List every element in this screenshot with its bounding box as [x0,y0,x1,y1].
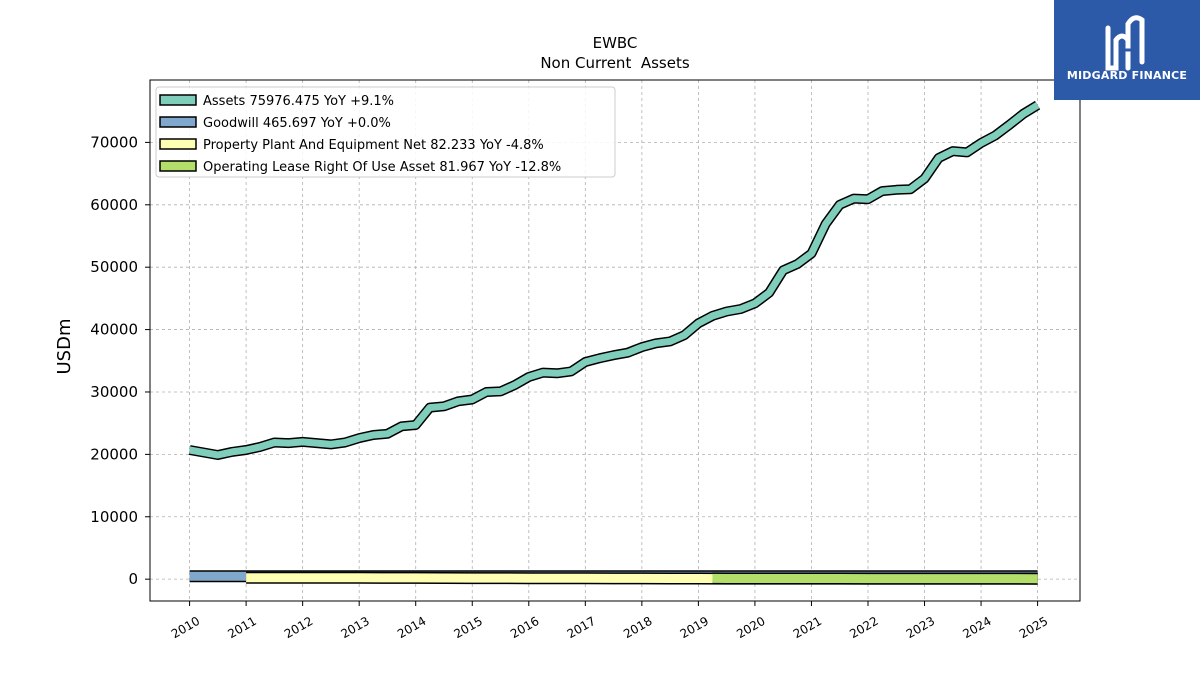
x-tick-label-2016: 2016 [508,614,541,641]
y-tick-label-20000: 20000 [90,445,138,463]
x-tick-label-2020: 2020 [734,614,767,641]
y-tick-label-10000: 10000 [90,508,138,526]
y-axis-label: USDm [54,319,75,375]
legend-box [155,86,616,178]
legend-label-goodwill: Goodwill 465.697 YoY +0.0% [203,116,391,131]
midgard-logo-icon [1105,15,1145,71]
y-tick-label-0: 0 [128,570,138,588]
legend-swatch-operating-lease-right-of-use-asset [159,160,197,172]
legend-swatch-goodwill [159,116,197,128]
x-tick-label-2024: 2024 [960,614,993,641]
chart-subtitle: Non Current Assets [540,54,690,72]
series-line-assets [188,102,1040,459]
y-tick-label-50000: 50000 [90,258,138,276]
x-tick-label-2015: 2015 [452,614,485,641]
x-tick-label-2025: 2025 [1017,614,1050,641]
y-tick-label-60000: 60000 [90,196,138,214]
y-tick-label-70000: 70000 [90,133,138,151]
y-tick-label-30000: 30000 [90,383,138,401]
series-layer [188,100,1041,585]
x-tick-label-2023: 2023 [904,614,937,641]
x-tick-label-2010: 2010 [169,614,202,641]
x-tick-label-2013: 2013 [338,614,371,641]
x-tick-label-2022: 2022 [847,614,880,641]
brand-name: MIDGARD FINANCE [1066,69,1188,82]
x-tick-label-2011: 2011 [225,614,258,641]
plot-frame [149,79,1081,602]
legend-label-property-plant-and-equipment-net: Property Plant And Equipment Net 82.233 … [203,138,544,153]
legend-label-assets: Assets 75976.475 YoY +9.1% [203,94,394,109]
x-tick-label-2018: 2018 [621,614,654,641]
x-tick-label-2012: 2012 [282,614,315,641]
x-tick-label-2019: 2019 [678,614,711,641]
x-tick-label-2014: 2014 [395,614,428,641]
x-tick-label-2021: 2021 [791,614,824,641]
chart-title: EWBC [593,34,638,52]
y-tick-label-40000: 40000 [90,321,138,339]
x-tick-label-2017: 2017 [565,614,598,641]
legend-swatch-assets [159,94,197,106]
legend: Assets 75976.475 YoY +9.1% Goodwill 465.6… [155,86,616,178]
brand-logo: MIDGARD FINANCE [1054,0,1200,100]
legend-label-operating-lease-right-of-use-asset: Operating Lease Right Of Use Asset 81.96… [203,160,561,175]
legend-swatch-property-plant-and-equipment-net [159,138,197,150]
ticks-layer: 2010 2011 2012 2013 2014 2015 2016 2017 2018 2019… [90,133,1050,641]
